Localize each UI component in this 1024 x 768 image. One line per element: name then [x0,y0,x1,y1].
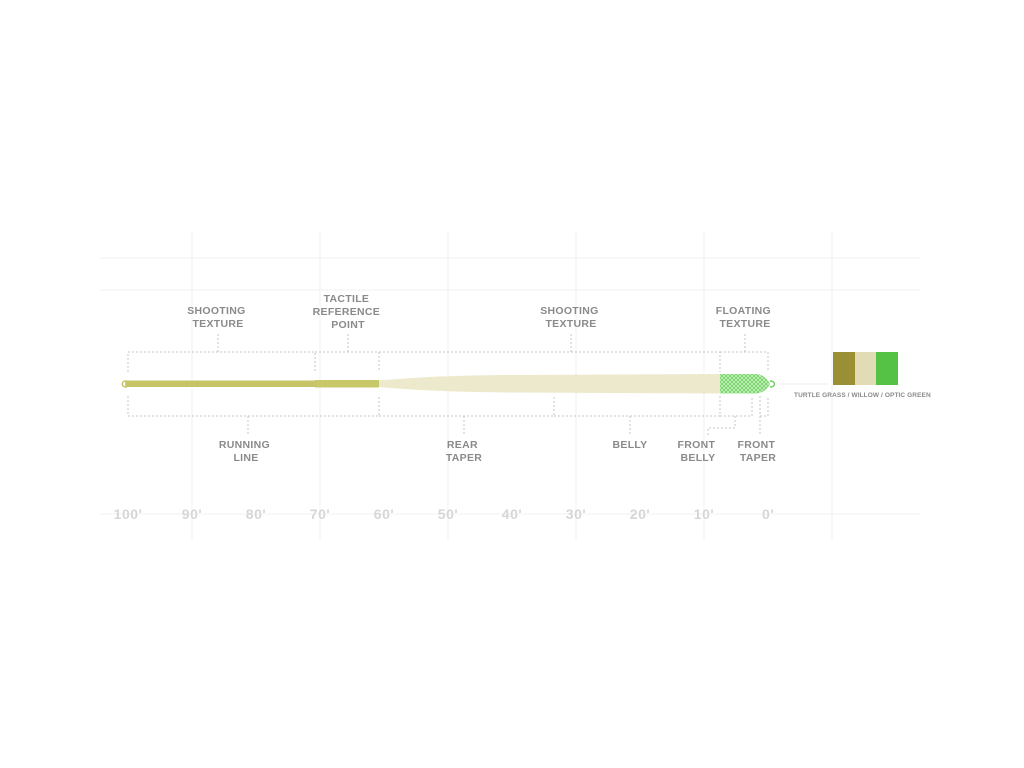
scale-tick: 0' [762,506,774,522]
scale-tick: 50' [438,506,458,522]
label-shooting-texture-front: SHOOTING TEXTURE [540,305,602,330]
fly-line [121,374,776,394]
scale-tick: 40' [502,506,522,522]
tactile-reference-segment [315,380,379,388]
label-rear-taper: REAR TAPER [446,439,482,464]
floating-tip-segment [720,374,770,394]
label-front-belly: FRONT BELLY [678,439,719,464]
scale-tick: 60' [374,506,394,522]
running-line-segment [126,380,316,387]
scale-tick: 10' [694,506,714,522]
label-running-line: RUNNING LINE [219,439,273,464]
label-belly: BELLY [613,439,648,451]
taper-and-belly-segment [379,374,720,394]
label-tactile-reference-point: TACTILE REFERENCE POINT [313,293,384,331]
scale-tick: 100' [114,506,143,522]
color-swatches: TURTLE GRASS / WILLOW / OPTIC GREEN [778,352,931,399]
swatch-willow [855,352,876,385]
scale-tick: 20' [630,506,650,522]
distance-scale: 100' 90' 80' 70' 60' 50' 40' 30' 20' 10'… [114,506,774,522]
bottom-brackets [127,396,769,436]
scale-tick: 80' [246,506,266,522]
swatch-label: TURTLE GRASS / WILLOW / OPTIC GREEN [794,392,931,399]
scale-tick: 70' [310,506,330,522]
swatch-turtle-grass [833,352,855,385]
swatch-optic-green [876,352,898,385]
scale-tick: 90' [182,506,202,522]
label-front-taper: FRONT TAPER [738,439,779,464]
rear-loop [121,380,127,388]
label-shooting-texture-rear: SHOOTING TEXTURE [187,305,249,330]
front-loop [769,380,776,388]
top-brackets [127,332,769,372]
label-floating-texture: FLOATING TEXTURE [716,305,775,330]
scale-tick: 30' [566,506,586,522]
